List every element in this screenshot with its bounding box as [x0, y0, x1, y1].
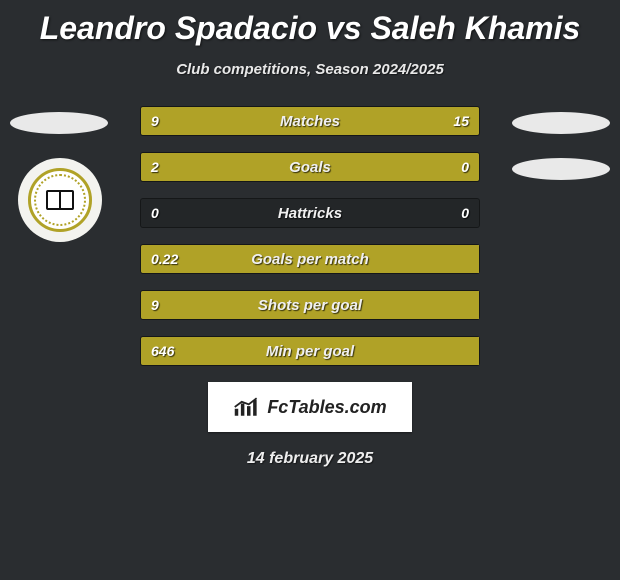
club-badge-ring: [28, 168, 92, 232]
book-icon: [46, 190, 74, 210]
right-placeholder-club: [512, 158, 610, 180]
stat-fill-left: [141, 337, 479, 365]
stat-bars: 915Matches 20Goals 0 0Hattricks 0.22Goals pe…: [140, 106, 480, 366]
stat-fill-right: [268, 107, 479, 135]
page-subtitle: Club competitions, Season 2024/2025: [0, 61, 620, 78]
chart-icon: [233, 396, 261, 418]
stat-row: 915Matches: [140, 106, 480, 136]
stat-fill-left: [141, 153, 405, 181]
stat-fill-left: [141, 245, 479, 273]
stat-fill-right: [405, 153, 479, 181]
page-title: Leandro Spadacio vs Saleh Khamis: [0, 0, 620, 47]
comparison-panel: 915Matches 20Goals 0 0Hattricks 0.22Goals pe…: [0, 106, 620, 468]
stat-value-left: 0: [151, 199, 159, 227]
footer-date: 14 february 2025: [0, 450, 620, 468]
left-placeholder-flag: [10, 112, 108, 134]
brand-box: FcTables.com: [208, 382, 412, 432]
stat-fill-left: [141, 291, 479, 319]
brand-text: FcTables.com: [267, 397, 386, 418]
stat-row: 646Min per goal: [140, 336, 480, 366]
right-placeholder-flag: [512, 112, 610, 134]
stat-fill-left: [141, 107, 268, 135]
left-club-badge: [18, 158, 102, 242]
stat-label: Hattricks: [141, 199, 479, 227]
stat-row: 9Shots per goal: [140, 290, 480, 320]
stat-row: 20Goals: [140, 152, 480, 182]
stat-row: 0.22Goals per match: [140, 244, 480, 274]
stat-row: 0 0Hattricks: [140, 198, 480, 228]
stat-value-right: 0: [461, 199, 469, 227]
